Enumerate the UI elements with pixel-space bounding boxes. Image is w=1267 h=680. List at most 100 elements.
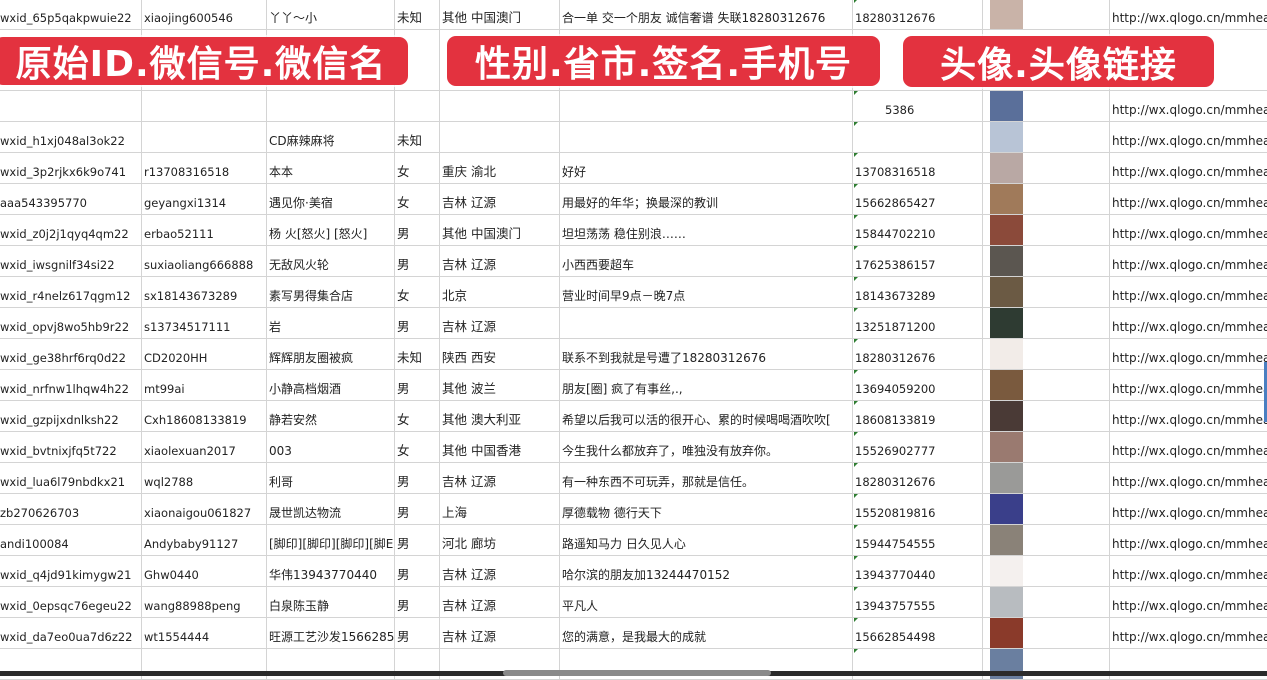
signature-cell[interactable] <box>560 91 853 121</box>
signature-cell[interactable]: 今生我什么都放弃了，唯独没有放弃你。 <box>560 432 853 462</box>
region-cell[interactable]: 吉林 辽源 <box>440 618 560 648</box>
avatar-url-cell[interactable]: http://wx.qlogo.cn/mmhead <box>1110 494 1267 524</box>
signature-cell[interactable]: 厚德载物 德行天下 <box>560 494 853 524</box>
nickname-cell[interactable]: [脚印][脚印][脚印][脚E <box>267 525 395 555</box>
original-id-cell[interactable] <box>0 91 142 121</box>
region-cell[interactable]: 吉林 辽源 <box>440 246 560 276</box>
phone-cell[interactable]: 15662865427 <box>853 184 983 214</box>
signature-cell[interactable]: 您的满意，是我最大的成就 <box>560 618 853 648</box>
wechat-id-cell[interactable]: s13734517111 <box>142 308 267 338</box>
nickname-cell[interactable]: 003 <box>267 432 395 462</box>
horizontal-scrollbar[interactable] <box>503 670 771 676</box>
gender-cell[interactable]: 男 <box>395 463 440 493</box>
signature-cell[interactable] <box>560 122 853 152</box>
nickname-cell[interactable]: 无敌风火轮 <box>267 246 395 276</box>
wechat-id-cell[interactable]: xiaonaigou061827 <box>142 494 267 524</box>
phone-cell[interactable]: 15844702210 <box>853 215 983 245</box>
nickname-cell[interactable]: 遇见你·美宿 <box>267 184 395 214</box>
gender-cell[interactable]: 未知 <box>395 122 440 152</box>
nickname-cell[interactable]: 辉辉朋友圈被疯 <box>267 339 395 369</box>
signature-cell[interactable]: 营业时间早9点－晚7点 <box>560 277 853 307</box>
avatar-cell[interactable] <box>983 153 1110 183</box>
region-cell[interactable]: 陕西 西安 <box>440 339 560 369</box>
avatar-url-cell[interactable]: http://wx.qlogo.cn/mmhead <box>1110 91 1267 121</box>
gender-cell[interactable]: 未知 <box>395 339 440 369</box>
avatar-url-cell[interactable]: http://wx.qlogo.cn/mmhead <box>1110 618 1267 648</box>
gender-cell[interactable]: 男 <box>395 618 440 648</box>
avatar-url-cell[interactable]: http://wx.qlogo.cn/mmhead <box>1110 277 1267 307</box>
original-id-cell[interactable]: wxid_lua6l79nbdkx21 <box>0 463 142 493</box>
region-cell[interactable]: 吉林 辽源 <box>440 184 560 214</box>
region-cell[interactable]: 其他 中国澳门 <box>440 0 560 29</box>
signature-cell[interactable]: 希望以后我可以活的很开心、累的时候喝喝酒吹吹[ <box>560 401 853 431</box>
phone-cell[interactable]: 5386 <box>853 91 983 121</box>
vertical-scrollbar[interactable] <box>1264 362 1267 422</box>
avatar-url-cell[interactable]: http://wx.qlogo.cn/mmhead <box>1110 339 1267 369</box>
avatar-url-cell[interactable]: http://wx.qlogo.cn/mmhead <box>1110 463 1267 493</box>
signature-cell[interactable] <box>560 649 853 679</box>
gender-cell[interactable]: 男 <box>395 308 440 338</box>
original-id-cell[interactable]: wxid_h1xj048al3ok22 <box>0 122 142 152</box>
avatar-url-cell[interactable]: http://wx.qlogo.cn/mmhead <box>1110 370 1267 400</box>
wechat-id-cell[interactable]: sx18143673289 <box>142 277 267 307</box>
gender-cell[interactable]: 女 <box>395 432 440 462</box>
avatar-cell[interactable] <box>983 463 1110 493</box>
gender-cell[interactable]: 男 <box>395 556 440 586</box>
wechat-id-cell[interactable]: Ghw0440 <box>142 556 267 586</box>
nickname-cell[interactable]: 本本 <box>267 153 395 183</box>
signature-cell[interactable]: 有一种东西不可玩弄，那就是信任。 <box>560 463 853 493</box>
original-id-cell[interactable]: wxid_gzpijxdnlksh22 <box>0 401 142 431</box>
wechat-id-cell[interactable]: r13708316518 <box>142 153 267 183</box>
phone-cell[interactable]: 13708316518 <box>853 153 983 183</box>
avatar-url-cell[interactable]: http://wx.qlogo.cn/mmhead <box>1110 246 1267 276</box>
avatar-cell[interactable] <box>983 494 1110 524</box>
wechat-id-cell[interactable]: xiaojing600546 <box>142 0 267 29</box>
region-cell[interactable]: 上海 <box>440 494 560 524</box>
original-id-cell[interactable]: wxid_0epsqc76egeu22 <box>0 587 142 617</box>
region-cell[interactable] <box>440 91 560 121</box>
region-cell[interactable]: 河北 廊坊 <box>440 525 560 555</box>
avatar-url-cell[interactable]: http://wx.qlogo.cn/mmhead <box>1110 184 1267 214</box>
original-id-cell[interactable]: wxid_65p5qakpwuie22 <box>0 0 142 29</box>
original-id-cell[interactable]: wxid_bvtnixjfq5t722 <box>0 432 142 462</box>
nickname-cell[interactable] <box>267 649 395 679</box>
avatar-cell[interactable] <box>983 277 1110 307</box>
wechat-id-cell[interactable]: CD2020HH <box>142 339 267 369</box>
avatar-url-cell[interactable]: http://wx.qlogo.cn/mmhead <box>1110 122 1267 152</box>
wechat-id-cell[interactable] <box>142 649 267 679</box>
wechat-id-cell[interactable] <box>142 91 267 121</box>
phone-cell[interactable]: 15662854498 <box>853 618 983 648</box>
original-id-cell[interactable]: wxid_nrfnw1lhqw4h22 <box>0 370 142 400</box>
phone-cell[interactable]: 15520819816 <box>853 494 983 524</box>
phone-cell[interactable]: 17625386157 <box>853 246 983 276</box>
gender-cell[interactable]: 男 <box>395 246 440 276</box>
avatar-cell[interactable] <box>983 308 1110 338</box>
gender-cell[interactable]: 男 <box>395 215 440 245</box>
avatar-url-cell[interactable]: http://wx.qlogo.cn/mmhead <box>1110 525 1267 555</box>
wechat-id-cell[interactable]: geyangxi1314 <box>142 184 267 214</box>
avatar-url-cell[interactable]: http://wx.qlogo.cn/mmhead <box>1110 215 1267 245</box>
gender-cell[interactable]: 男 <box>395 370 440 400</box>
nickname-cell[interactable]: 小静高档烟酒 <box>267 370 395 400</box>
region-cell[interactable] <box>440 649 560 679</box>
wechat-id-cell[interactable]: Andybaby91127 <box>142 525 267 555</box>
gender-cell[interactable]: 男 <box>395 525 440 555</box>
nickname-cell[interactable]: 旺源工艺沙发15662854 <box>267 618 395 648</box>
gender-cell[interactable]: 女 <box>395 401 440 431</box>
nickname-cell[interactable]: 静若安然 <box>267 401 395 431</box>
phone-cell[interactable]: 18280312676 <box>853 463 983 493</box>
avatar-cell[interactable] <box>983 0 1110 29</box>
nickname-cell[interactable]: 利哥 <box>267 463 395 493</box>
original-id-cell[interactable]: wxid_3p2rjkx6k9o741 <box>0 153 142 183</box>
signature-cell[interactable]: 联系不到我就是号遭了18280312676 <box>560 339 853 369</box>
original-id-cell[interactable]: wxid_q4jd91kimygw21 <box>0 556 142 586</box>
nickname-cell[interactable]: 华伟13943770440 <box>267 556 395 586</box>
gender-cell[interactable] <box>395 649 440 679</box>
avatar-cell[interactable] <box>983 246 1110 276</box>
region-cell[interactable]: 吉林 辽源 <box>440 308 560 338</box>
gender-cell[interactable]: 未知 <box>395 0 440 29</box>
phone-cell[interactable]: 15526902777 <box>853 432 983 462</box>
nickname-cell[interactable]: 白泉陈玉静 <box>267 587 395 617</box>
wechat-id-cell[interactable]: xiaolexuan2017 <box>142 432 267 462</box>
avatar-cell[interactable] <box>983 556 1110 586</box>
